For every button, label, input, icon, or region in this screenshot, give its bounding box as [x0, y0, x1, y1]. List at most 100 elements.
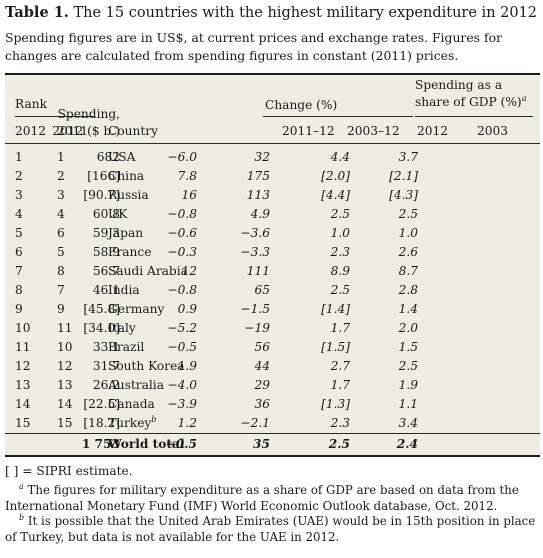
cell-change-2003-12: −19: [244, 321, 270, 335]
header-change-rule: [263, 116, 413, 117]
country-name: Italy: [108, 321, 136, 335]
cell-change-2011-12: −4.0: [167, 378, 197, 392]
country-name: UK: [108, 207, 128, 221]
header-rank-2011: 2011: [57, 124, 89, 138]
cell-country: Russia: [108, 186, 149, 205]
header-gdp-2012: 2012: [417, 124, 449, 138]
cell-gdp-2012: 2.5: [330, 207, 350, 221]
table-title: Table 1. The 15 countries with the highe…: [5, 4, 540, 22]
table-row: 8 7 India 46.1 −0.8 65 2.5 2.8: [5, 281, 540, 300]
cell-country: Australia: [108, 376, 164, 395]
estimate-legend: [ ] = SIPRI estimate.: [5, 464, 133, 478]
cell-country: Italy: [108, 319, 136, 338]
table-row: 4 4 UK 60.8 −0.8 4.9 2.5 2.5: [5, 205, 540, 224]
cell-rank-2012: 13: [15, 378, 31, 392]
cell-spending: [166]: [87, 169, 120, 183]
cell-country: Germany: [108, 300, 164, 319]
header-rank: Rank: [15, 97, 47, 111]
cell-change-2011-12: −3.9: [167, 397, 197, 411]
cell-country: Brazil: [108, 338, 144, 357]
cell-rank-2012: 5: [15, 226, 23, 240]
cell-gdp-2012: [1.5]: [321, 340, 350, 354]
header-rank-2012: 2012: [15, 124, 47, 138]
cell-spending: 33.1: [92, 340, 120, 354]
cell-country: Saudi Arabia: [108, 262, 188, 281]
cell-change-2003-12: −1.5: [240, 302, 270, 316]
cell-rank-2011: 2: [57, 169, 65, 183]
footnote-a-marker: a: [521, 93, 527, 103]
header-change-2011-12: 2011–12: [282, 124, 335, 138]
cell-change-2003-12: 111: [246, 264, 270, 278]
cell-rank-2011: 1: [57, 150, 65, 164]
footnote-b-marker: b: [151, 414, 157, 424]
cell-rank-2012: 9: [15, 302, 23, 316]
cell-country: France: [108, 243, 151, 262]
cell-change-2011-12: −0.5: [167, 340, 197, 354]
cell-change-2011-12: −0.6: [167, 226, 197, 240]
country-name: South Korea: [108, 359, 185, 373]
cell-gdp-2003: 1.0: [398, 226, 418, 240]
table-title-text: The 15 countries with the highest milita…: [73, 5, 538, 21]
country-name: India: [108, 283, 140, 297]
cell-gdp-2012: 2.7: [330, 359, 350, 373]
footnote-a-mark: a: [19, 482, 24, 492]
cell-change-2003-12: −2.1: [240, 416, 270, 430]
cell-change-2011-12: −6.0: [167, 150, 197, 164]
table-bottom-rule: [5, 455, 540, 457]
cell-rank-2011: 7: [57, 283, 65, 297]
cell-country: UK: [108, 205, 127, 224]
cell-spending: [18.2]: [83, 416, 120, 430]
cell-rank-2011: 5: [57, 245, 65, 259]
country-name: Brazil: [108, 340, 145, 354]
cell-gdp-2012: 1.7: [330, 321, 350, 335]
table-notes: [ ] = SIPRI estimate. a The figures for …: [5, 463, 540, 545]
cell-gdp-2012: 1.0: [330, 226, 350, 240]
table-row: 7 8 Saudi Arabia 56.7 12 111 8.9 8.7: [5, 262, 540, 281]
cell-rank-2011: 10: [57, 340, 73, 354]
cell-change-2011-12: 7.8: [177, 169, 197, 183]
cell-gdp-2003: 3.4: [398, 416, 418, 430]
cell-rank-2011: 6: [57, 226, 65, 240]
table-row: 3 3 Russia [90.7] 16 113 [4.4] [4.3]: [5, 186, 540, 205]
cell-change-2011-12: −0.3: [167, 245, 197, 259]
header-spending-line1: Spending,: [57, 107, 120, 121]
table-number: Table 1.: [5, 4, 69, 21]
cell-rank-2012: 15: [15, 416, 31, 430]
cell-gdp-2003: 2.0: [398, 321, 418, 335]
country-name: Japan: [108, 226, 144, 240]
cell-gdp-2003: 1.4: [398, 302, 418, 316]
cell-rank-2011: 3: [57, 188, 65, 202]
cell-gdp-2012: 2.3: [330, 245, 350, 259]
header-gdp-rule: [415, 116, 533, 117]
cell-spending: 26.2: [92, 378, 120, 392]
cell-gdp-2012: [1.3]: [321, 397, 350, 411]
footnote-b: b It is possible that the United Arab Em…: [5, 514, 540, 545]
cell-gdp-2003: 1.1: [398, 397, 418, 411]
cell-country: Japan: [108, 224, 143, 243]
cell-country: Canada: [108, 395, 155, 414]
cell-rank-2012: 14: [15, 397, 31, 411]
cell-spending: [90.7]: [83, 188, 120, 202]
total-change-2003-12: 35: [253, 437, 270, 451]
cell-spending: 682: [96, 150, 120, 164]
total-spending: 1 753: [81, 437, 120, 451]
cell-rank-2012: 11: [15, 340, 31, 354]
cell-country: Turkeyb: [108, 414, 156, 433]
cell-change-2011-12: −5.2: [167, 321, 197, 335]
header-rank-rule: [15, 116, 95, 117]
cell-rank-2011: 8: [57, 264, 65, 278]
cell-spending: 31.7: [92, 359, 120, 373]
cell-gdp-2012: 4.4: [330, 150, 350, 164]
header-change: Change (%): [265, 98, 338, 112]
cell-change-2003-12: 65: [254, 283, 270, 297]
country-name: France: [108, 245, 152, 259]
header-spending-line2: 2012 ($ b.): [52, 124, 120, 138]
cell-gdp-2003: 3.7: [398, 150, 418, 164]
header-gdp-line2: share of GDP (%)a: [415, 93, 527, 110]
header-change-2003-12: 2003–12: [347, 124, 400, 138]
table-row: 15 15 Turkeyb [18.2] 1.2 −2.1 2.3 3.4: [5, 414, 540, 433]
cell-rank-2012: 10: [15, 321, 31, 335]
cell-country: India: [108, 281, 140, 300]
cell-change-2011-12: 1.2: [177, 416, 197, 430]
